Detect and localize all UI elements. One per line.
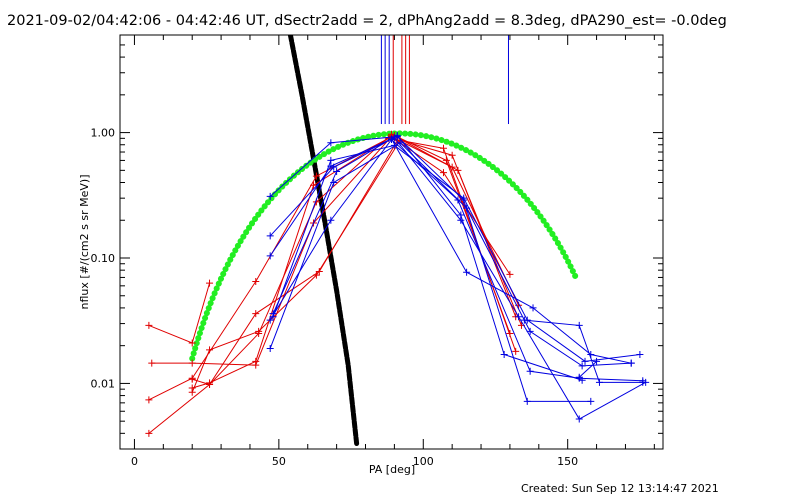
blue-data-point	[327, 216, 335, 224]
green-dotted-fit-curve	[189, 130, 580, 362]
y-axis-label: nflux [#/(cm2 s sr MeV)]	[78, 175, 91, 310]
blue-data-point	[460, 194, 468, 202]
blue-data-point	[529, 304, 537, 312]
red-data-point	[439, 144, 447, 152]
red-data-point	[439, 169, 447, 177]
blue-data-point	[500, 351, 508, 359]
red-data-point	[252, 277, 260, 285]
red-data-point	[454, 166, 462, 174]
red-data-point	[145, 429, 153, 437]
red-data-point	[188, 339, 196, 347]
red-data-point	[315, 268, 323, 276]
red-data-point	[512, 347, 520, 355]
red-series-line	[192, 137, 517, 389]
blue-data-point	[575, 373, 583, 381]
red-data-point	[312, 172, 320, 180]
blue-data-point	[587, 397, 595, 405]
blue-data-point	[454, 196, 462, 204]
red-data-point	[145, 321, 153, 329]
blue-data-point	[581, 357, 589, 365]
blue-data-point	[639, 378, 647, 386]
red-data-point	[188, 388, 196, 396]
blue-data-point	[575, 321, 583, 329]
blue-data-point	[636, 351, 644, 359]
blue-series-line	[578, 360, 597, 378]
blue-data-point	[575, 415, 583, 423]
blue-data-point	[327, 156, 335, 164]
blue-data-point	[595, 378, 603, 386]
blue-series-line	[272, 134, 583, 381]
y-tick-label: 1.00	[91, 127, 116, 140]
blue-data-point	[266, 252, 274, 260]
red-data-point	[448, 151, 456, 159]
red-data-point	[255, 330, 263, 338]
red-data-point	[252, 310, 260, 318]
red-data-point	[188, 359, 196, 367]
blue-data-point	[388, 136, 395, 144]
black-dashed-curve	[287, 35, 360, 448]
red-data-point	[188, 375, 196, 383]
blue-data-point	[627, 359, 635, 367]
x-tick-label: 150	[557, 455, 578, 468]
blue-data-point	[330, 179, 338, 186]
red-data-point	[206, 381, 214, 389]
blue-data-point	[266, 232, 274, 240]
blue-data-point	[333, 167, 341, 175]
blue-data-point	[390, 141, 398, 149]
blue-data-point	[526, 327, 534, 335]
plot-frame	[119, 34, 664, 450]
blue-data-point	[266, 344, 274, 352]
x-tick-label: 100	[413, 455, 434, 468]
x-axis-label: PA [deg]	[369, 463, 415, 476]
blue-data-point	[520, 316, 528, 324]
red-data-point	[310, 181, 318, 189]
blue-data-point	[523, 397, 531, 405]
blue-data-point	[266, 316, 274, 324]
blue-data-point	[327, 139, 335, 147]
chart-plot-area	[145, 35, 650, 448]
x-tick-label: 50	[272, 455, 286, 468]
blue-data-point	[457, 211, 465, 219]
red-series-line	[151, 135, 520, 366]
blue-data-point	[526, 367, 534, 375]
red-data-point	[206, 279, 214, 287]
blue-series-line	[524, 319, 643, 383]
axis-ticks: 0 50 100 150 0.01 0.10 1.00	[91, 34, 663, 468]
y-tick-label: 0.01	[91, 377, 116, 390]
blue-data-point	[578, 362, 586, 370]
blue-data-point	[515, 313, 523, 321]
red-series-line	[192, 133, 522, 386]
blue-data-point	[266, 192, 274, 200]
created-timestamp: Created: Sun Sep 12 13:14:47 2021	[521, 482, 719, 495]
blue-data-point	[396, 139, 404, 147]
red-data-point	[312, 271, 320, 279]
y-tick-label: 0.10	[91, 252, 116, 265]
chart-title: 2021-09-02/04:42:06 - 04:42:46 UT, dSect…	[7, 13, 727, 29]
red-data-point	[148, 359, 156, 367]
x-tick-label: 0	[131, 455, 138, 468]
red-data-point	[206, 346, 214, 354]
blue-data-point	[593, 357, 601, 365]
blue-series-line	[269, 136, 591, 402]
red-data-point	[145, 396, 153, 404]
blue-data-point	[393, 131, 401, 139]
red-data-point	[506, 270, 514, 278]
red-data-point	[252, 357, 260, 365]
blue-data-point	[463, 268, 471, 276]
red-data-point	[442, 156, 450, 164]
